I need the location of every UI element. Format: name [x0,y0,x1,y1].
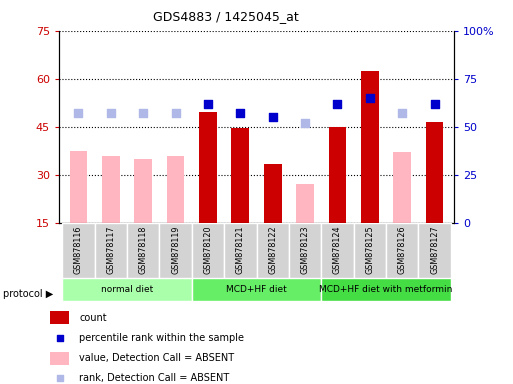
Point [333,101,342,107]
Text: GSM878123: GSM878123 [301,225,309,274]
Bar [70,151,87,223]
Bar [62,278,192,301]
Bar [426,122,443,223]
Point [55,335,64,341]
Bar [199,113,217,223]
Bar [50,311,69,324]
Text: GSM878117: GSM878117 [106,225,115,274]
Bar [224,223,256,278]
Text: protocol ▶: protocol ▶ [3,289,53,299]
Bar [419,223,451,278]
Text: GSM878119: GSM878119 [171,225,180,274]
Text: GSM878126: GSM878126 [398,225,407,274]
Bar [393,152,411,223]
Text: value, Detection Call = ABSENT: value, Detection Call = ABSENT [79,353,234,363]
Bar [264,164,282,223]
Point [301,120,309,126]
Text: GSM878116: GSM878116 [74,225,83,274]
Bar [361,71,379,223]
Text: GSM878120: GSM878120 [204,225,212,274]
Bar [353,223,386,278]
Point [55,375,64,381]
Text: GSM878121: GSM878121 [236,225,245,274]
Point [398,110,406,116]
Point [74,110,83,116]
Bar [231,128,249,223]
Bar [134,159,152,223]
Text: GSM878122: GSM878122 [268,225,277,274]
Text: MCD+HF diet with metformin: MCD+HF diet with metformin [319,285,452,295]
Bar [192,223,224,278]
Text: count: count [79,313,107,323]
Bar [94,223,127,278]
Bar [127,223,160,278]
Bar [62,223,94,278]
Point [430,101,439,107]
Point [269,114,277,120]
Text: GSM878127: GSM878127 [430,225,439,274]
Bar [386,223,419,278]
Bar [256,223,289,278]
Text: GSM878125: GSM878125 [365,225,374,274]
Point [171,110,180,116]
Point [366,95,374,101]
Bar [321,223,353,278]
Bar [50,352,69,365]
Text: GSM878118: GSM878118 [139,225,148,274]
Bar [102,156,120,223]
Text: normal diet: normal diet [101,285,153,295]
Bar [160,223,192,278]
Bar [167,156,185,223]
Point [139,110,147,116]
Text: percentile rank within the sample: percentile rank within the sample [79,333,244,343]
Text: GDS4883 / 1425045_at: GDS4883 / 1425045_at [153,10,299,23]
Bar [296,184,314,223]
Point [236,110,244,116]
Bar [321,278,451,301]
Text: rank, Detection Call = ABSENT: rank, Detection Call = ABSENT [79,373,229,383]
Bar [328,127,346,223]
Bar [289,223,321,278]
Text: MCD+HF diet: MCD+HF diet [226,285,287,295]
Point [204,101,212,107]
Text: GSM878124: GSM878124 [333,225,342,274]
Bar [192,278,321,301]
Point [107,110,115,116]
